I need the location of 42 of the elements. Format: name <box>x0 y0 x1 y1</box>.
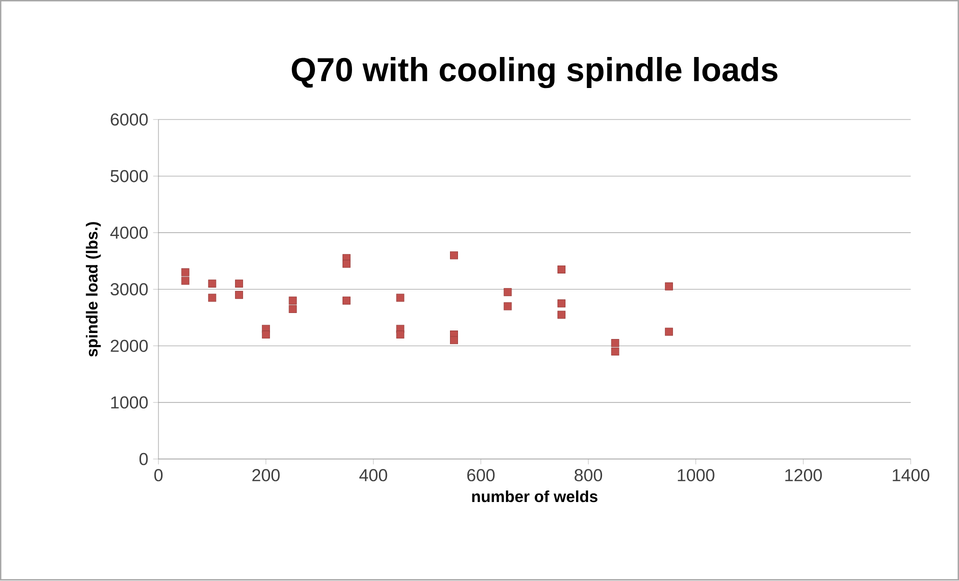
point <box>504 288 512 296</box>
point <box>288 296 297 305</box>
x-tick-label: 800 <box>574 469 602 482</box>
y-tick-label: 6000 <box>110 114 148 126</box>
point <box>664 282 673 291</box>
point <box>342 260 351 268</box>
point <box>235 291 244 300</box>
point <box>450 336 458 344</box>
point <box>262 330 270 339</box>
point <box>288 305 297 314</box>
x-tick-label: 400 <box>359 469 388 482</box>
point <box>396 330 404 339</box>
point <box>664 328 673 336</box>
point <box>504 302 512 310</box>
point <box>611 339 620 348</box>
x-axis-title: number of welds <box>472 490 598 502</box>
point <box>208 280 216 288</box>
point <box>235 280 244 288</box>
point <box>557 300 566 308</box>
y-axis-title: spindle load (lbs.) <box>86 222 101 357</box>
x-tick-label: 1200 <box>785 469 822 482</box>
chart-title: Q70 with cooling spindle loads <box>292 57 778 88</box>
x-tick-label: 200 <box>252 469 280 482</box>
x-tick-label: 600 <box>467 469 495 482</box>
point <box>450 252 458 260</box>
y-tick-label: 5000 <box>110 170 148 182</box>
x-tick-label: 1400 <box>892 469 930 482</box>
point <box>557 266 566 274</box>
point <box>342 296 351 305</box>
point <box>557 310 566 319</box>
y-tick-label: 3000 <box>110 283 148 296</box>
point <box>181 277 190 285</box>
x-tick-label: 1000 <box>678 469 714 482</box>
point <box>396 294 404 302</box>
y-tick-label: 0 <box>139 453 148 466</box>
point <box>611 348 620 356</box>
y-tick-label: 1000 <box>111 396 148 409</box>
y-tick-label: 2000 <box>110 340 148 352</box>
point <box>181 268 190 277</box>
x-tick-label: 0 <box>154 469 163 482</box>
y-tick-label: 4000 <box>110 226 148 240</box>
point <box>208 294 216 302</box>
